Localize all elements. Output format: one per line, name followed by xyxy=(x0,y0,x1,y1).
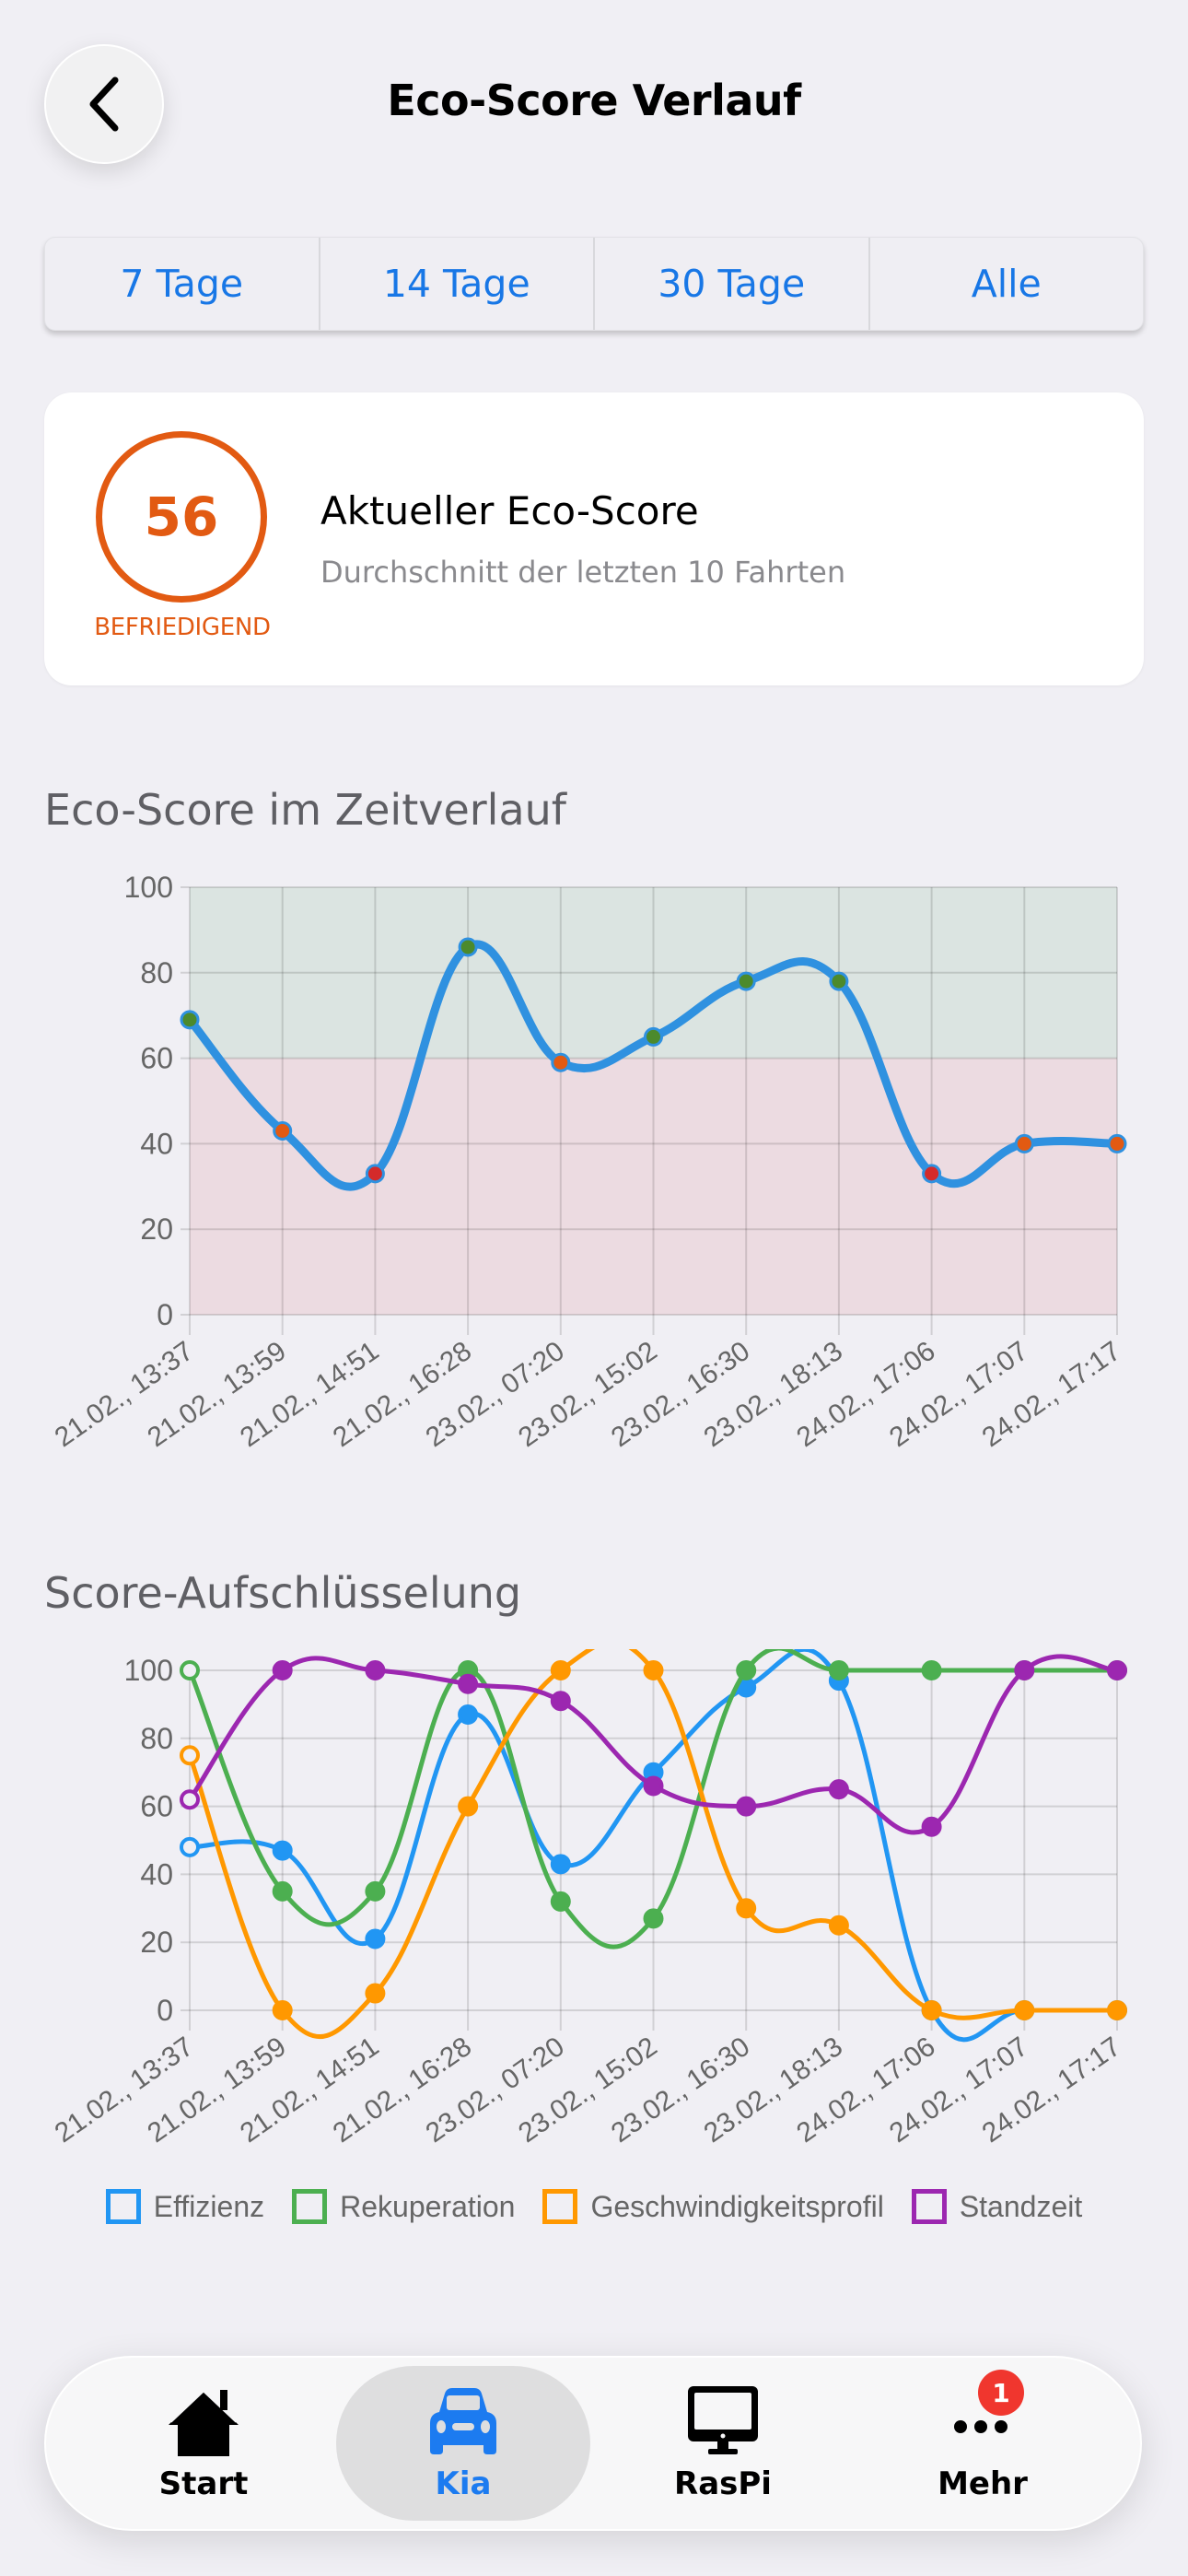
tab-kia[interactable]: Kia xyxy=(336,2366,590,2521)
tab-mehr[interactable]: 1 Mehr xyxy=(856,2366,1110,2521)
legend-swatch xyxy=(292,2189,328,2224)
home-icon xyxy=(164,2384,243,2458)
tab-label: RasPi xyxy=(674,2465,772,2502)
legend-swatch xyxy=(105,2189,141,2224)
legend-item-standzeit[interactable]: Standzeit xyxy=(911,2189,1083,2224)
notification-badge: 1 xyxy=(978,2370,1024,2416)
score-title: Aktueller Eco-Score xyxy=(320,488,699,533)
legend-item-geschwindigkeitsprofil[interactable]: Geschwindigkeitsprofil xyxy=(542,2189,884,2224)
svg-text:40: 40 xyxy=(140,1857,173,1891)
legend-swatch xyxy=(911,2189,947,2224)
more-icon: 1 xyxy=(943,2370,1024,2458)
legend-label: Effizienz xyxy=(153,2189,265,2223)
svg-text:0: 0 xyxy=(157,1994,173,2027)
range-tab-7-days[interactable]: 7 Tage xyxy=(45,238,320,330)
eco-score-timeline-chart[interactable]: 0 20 40 60 80 100 21.02., 13:37 21.02., 13:59 21… xyxy=(0,866,1188,1474)
svg-text:0: 0 xyxy=(157,1298,173,1331)
svg-text:40: 40 xyxy=(140,1127,173,1160)
legend-swatch xyxy=(542,2189,578,2224)
legend-label: Standzeit xyxy=(959,2189,1083,2223)
range-tab-30-days[interactable]: 30 Tage xyxy=(595,238,870,330)
breakdown-section-title: Score-Aufschlüsselung xyxy=(44,1568,522,1618)
svg-text:80: 80 xyxy=(140,956,173,989)
svg-text:20: 20 xyxy=(140,1212,173,1246)
score-value: 56 xyxy=(144,486,219,548)
breakdown-legend: Effizienz Rekuperation Geschwindigkeitsp… xyxy=(0,2189,1188,2224)
timeline-section-title: Eco-Score im Zeitverlauf xyxy=(44,785,567,835)
back-button[interactable] xyxy=(44,44,164,164)
tab-label: Mehr xyxy=(938,2465,1028,2502)
desktop-icon xyxy=(683,2384,763,2458)
score-ring: 56 xyxy=(96,431,267,603)
tab-label: Start xyxy=(158,2465,249,2502)
range-tab-all[interactable]: Alle xyxy=(971,262,1042,306)
svg-text:60: 60 xyxy=(140,1042,173,1075)
car-icon xyxy=(424,2384,503,2458)
range-tab-14-days[interactable]: 14 Tage xyxy=(320,238,595,330)
svg-text:100: 100 xyxy=(124,871,173,904)
range-segmented-control: 7 Tage 14 Tage 30 Tage Alle xyxy=(44,237,1144,331)
chevron-left-icon xyxy=(89,76,119,132)
svg-text:60: 60 xyxy=(140,1790,173,1823)
current-score-card: 56 BEFRIEDIGEND Aktueller Eco-Score Durc… xyxy=(44,392,1144,685)
score-grade: BEFRIEDIGEND xyxy=(94,614,271,641)
bottom-tab-bar: Start Kia RasPi xyxy=(44,2356,1142,2531)
legend-item-rekuperation[interactable]: Rekuperation xyxy=(292,2189,515,2224)
score-subtitle: Durchschnitt der letzten 10 Fahrten xyxy=(320,555,846,590)
svg-text:100: 100 xyxy=(124,1654,173,1687)
legend-label: Rekuperation xyxy=(340,2189,516,2223)
legend-item-effizienz[interactable]: Effizienz xyxy=(105,2189,265,2224)
score-breakdown-chart[interactable]: 0 20 40 60 80 100 21.02., 13:37 21.02., 13:59 21… xyxy=(0,1649,1188,2165)
svg-text:80: 80 xyxy=(140,1722,173,1755)
tab-start[interactable]: Start xyxy=(76,2366,331,2521)
legend-label: Geschwindigkeitsprofil xyxy=(590,2189,884,2223)
tab-label: Kia xyxy=(435,2465,492,2502)
svg-text:20: 20 xyxy=(140,1926,173,1959)
page-title: Eco-Score Verlauf xyxy=(387,76,801,125)
tab-raspi[interactable]: RasPi xyxy=(596,2366,850,2521)
